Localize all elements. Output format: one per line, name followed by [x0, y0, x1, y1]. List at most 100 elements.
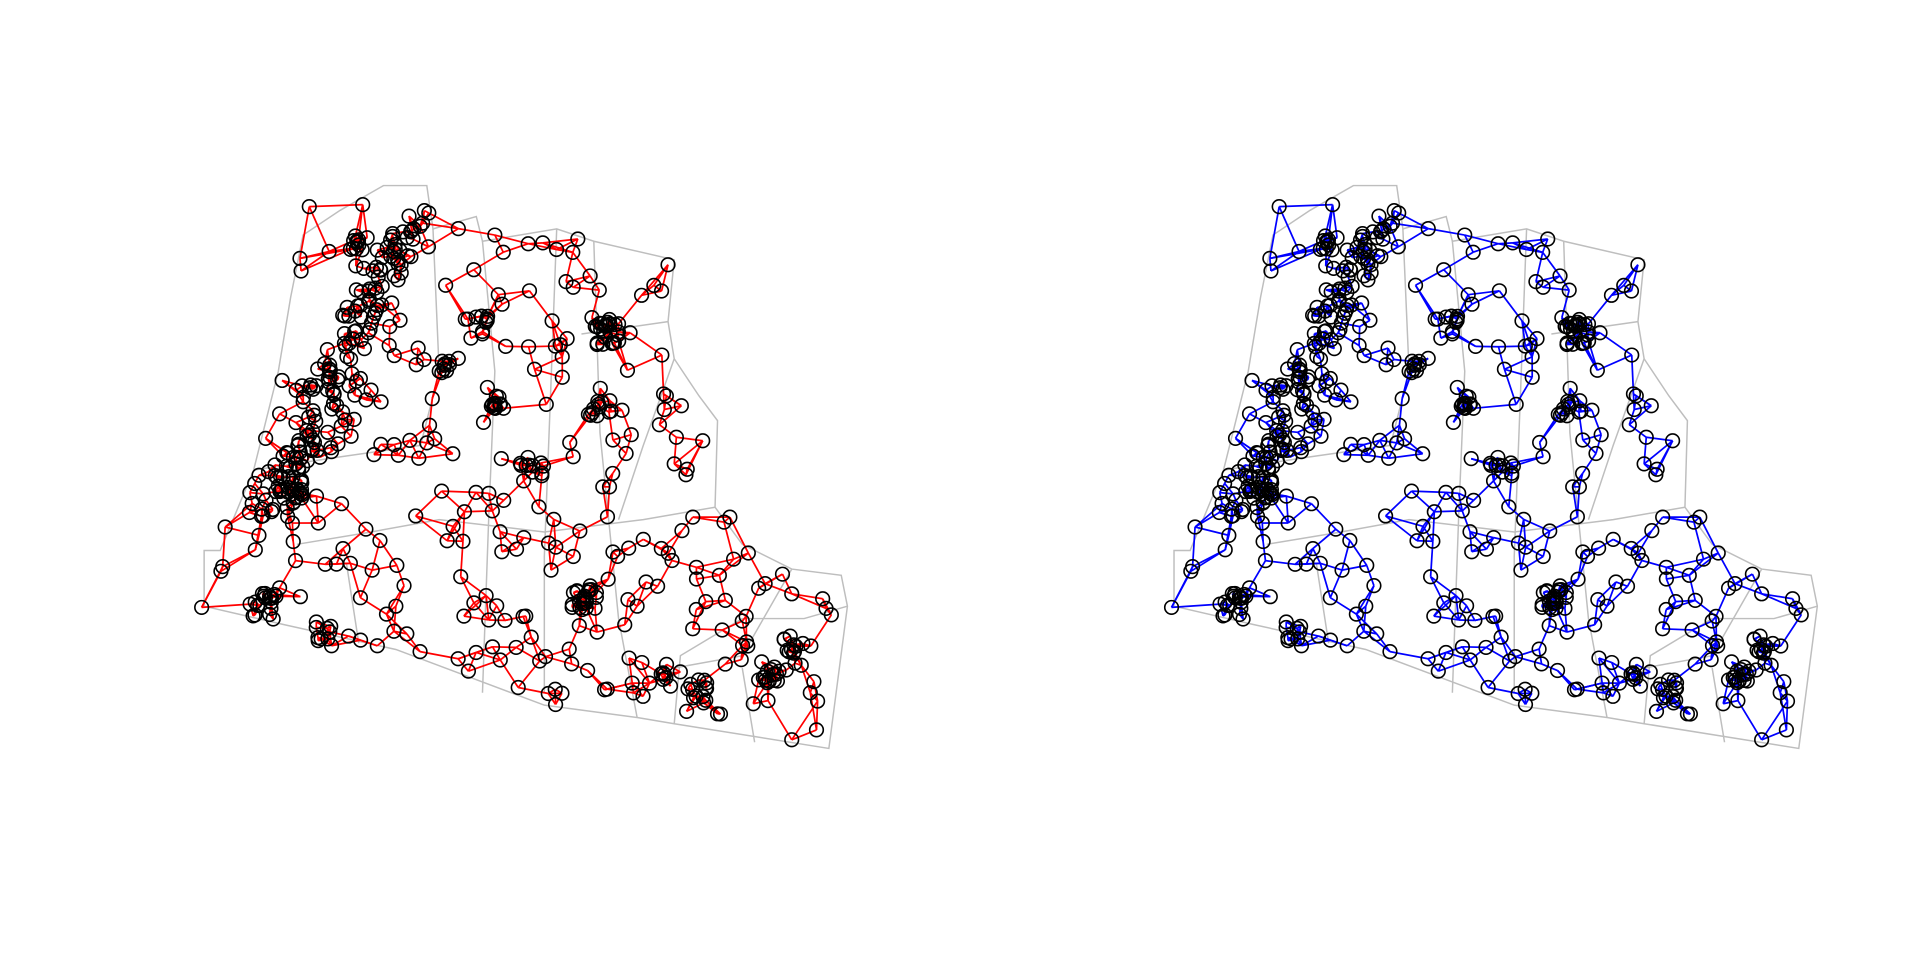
node: [1353, 248, 1369, 264]
network-edge: [1694, 658, 1712, 665]
node: [384, 295, 400, 311]
node: [759, 675, 775, 691]
network-edge: [594, 608, 598, 633]
network-edge: [504, 615, 524, 622]
network-edge: [249, 483, 256, 493]
node: [308, 488, 325, 504]
network-edge: [1779, 692, 1789, 702]
node: [1496, 361, 1513, 377]
network-edge: [1458, 492, 1474, 502]
node: [437, 356, 453, 372]
network-edge: [494, 234, 505, 253]
network-edge: [1285, 496, 1290, 524]
network-edge: [1318, 385, 1326, 396]
network-edge: [658, 409, 666, 425]
node: [1333, 382, 1349, 398]
node: [1438, 644, 1454, 661]
node: [1668, 675, 1685, 691]
network-edge: [1597, 598, 1608, 607]
node: [1371, 208, 1387, 224]
node: [1451, 612, 1467, 628]
node: [1235, 611, 1251, 627]
node: [1407, 356, 1423, 372]
node: [1754, 586, 1770, 602]
network-edge: [629, 332, 663, 356]
node: [622, 325, 638, 341]
network-edge: [611, 453, 627, 474]
node: [1339, 242, 1355, 258]
node: [1275, 403, 1291, 419]
network-edge: [463, 491, 477, 513]
network-edge: [265, 437, 289, 455]
node: [460, 311, 476, 327]
node: [1535, 548, 1551, 565]
node: [803, 638, 819, 654]
node: [635, 688, 651, 704]
district-boundary: [1315, 562, 1330, 644]
node: [1636, 456, 1652, 472]
node: [1490, 236, 1506, 252]
node: [554, 349, 570, 365]
network-edge: [1461, 499, 1475, 512]
node: [1595, 685, 1612, 701]
node: [634, 654, 650, 671]
node: [1592, 325, 1608, 341]
node: [474, 326, 491, 342]
network-edge: [517, 660, 541, 689]
node: [589, 335, 605, 351]
network-edge: [1388, 452, 1423, 460]
network-edge: [752, 679, 760, 704]
network-edge: [601, 486, 609, 517]
node: [1754, 732, 1770, 748]
node: [526, 361, 543, 377]
node: [1183, 563, 1199, 579]
network-edge: [1520, 547, 1527, 571]
network-edge: [434, 438, 454, 455]
network-edge: [473, 251, 504, 271]
node: [481, 485, 497, 501]
node: [1619, 578, 1636, 594]
network-edge: [1249, 587, 1271, 598]
node: [696, 695, 712, 711]
network-edge: [224, 502, 253, 528]
nodes: [194, 197, 839, 748]
network-edge: [1646, 436, 1673, 442]
node: [1415, 446, 1431, 462]
edges: [1170, 203, 1802, 741]
network-edge: [1751, 573, 1763, 595]
node: [516, 530, 532, 546]
network-edge: [1497, 242, 1527, 251]
node: [434, 483, 450, 499]
network-edge: [1469, 659, 1489, 688]
node: [521, 283, 538, 299]
node: [1403, 483, 1420, 499]
node: [570, 231, 586, 247]
node: [319, 342, 335, 358]
node: [323, 638, 340, 654]
node: [699, 675, 715, 691]
node: [617, 617, 633, 633]
network-edge: [492, 645, 517, 649]
node: [310, 515, 326, 531]
node: [673, 398, 689, 414]
node: [1485, 473, 1502, 489]
network-edge: [1232, 493, 1237, 501]
node: [1376, 221, 1392, 237]
network-edge: [1515, 655, 1542, 665]
network-edge: [636, 581, 647, 607]
network-edge: [249, 492, 254, 504]
network-edge: [1673, 663, 1696, 681]
node: [1778, 722, 1795, 738]
node: [290, 437, 306, 454]
node: [323, 618, 339, 635]
node: [1344, 249, 1360, 266]
node: [295, 394, 311, 410]
node: [289, 481, 306, 497]
network-edge: [1433, 594, 1457, 617]
network-edge: [308, 206, 330, 252]
node: [1643, 398, 1659, 414]
node: [390, 272, 406, 288]
network-edge: [1365, 565, 1375, 586]
node: [624, 675, 640, 691]
